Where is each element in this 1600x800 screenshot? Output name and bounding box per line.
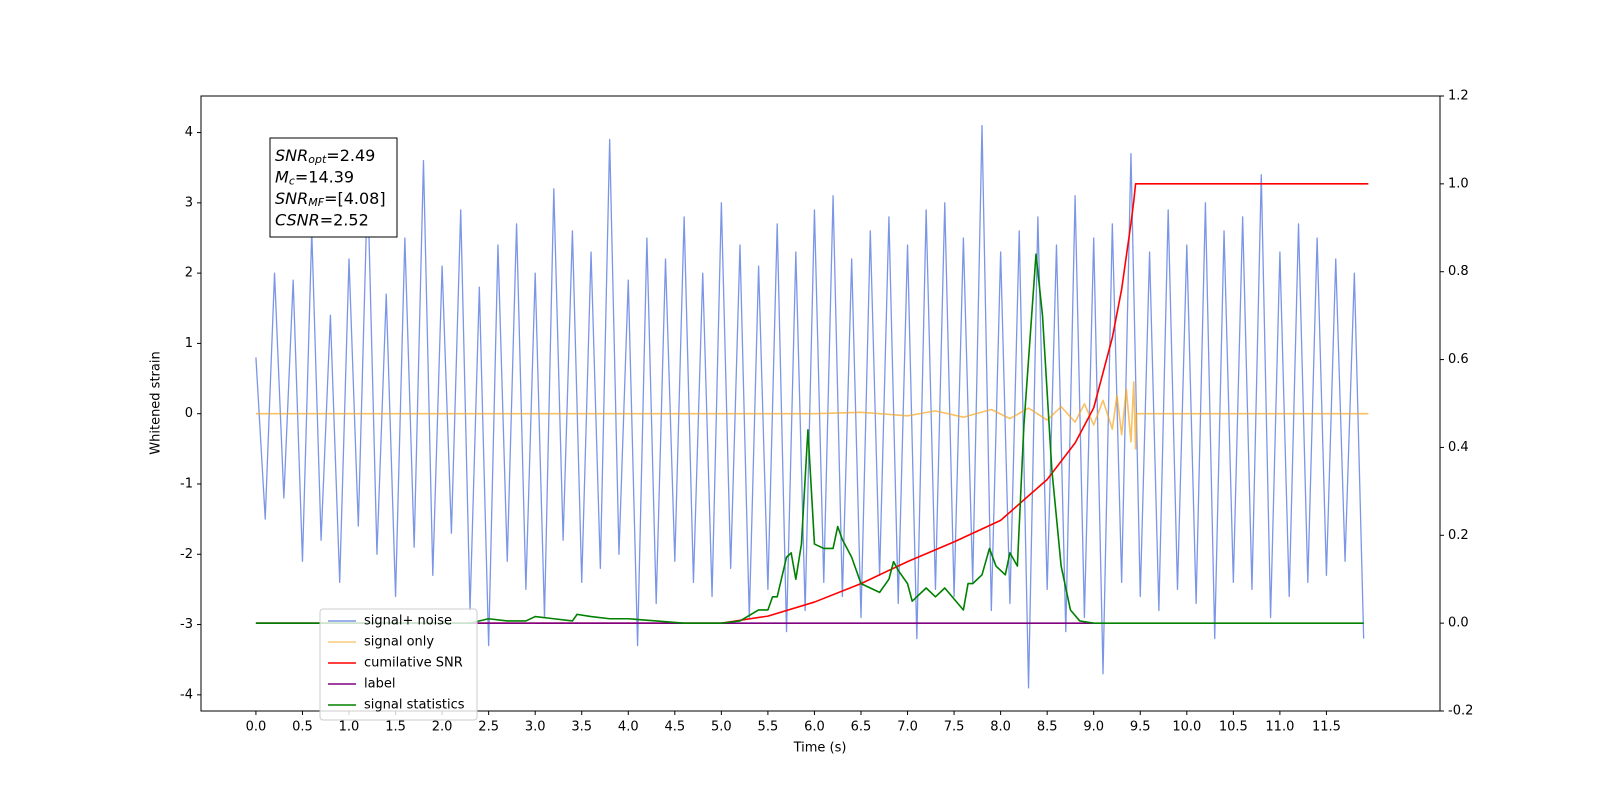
x-tick-label: 8.5 [1037, 720, 1058, 735]
annotation: SNRMF=[4.08] [275, 189, 386, 210]
y-tick-label: 4 [185, 125, 193, 140]
x-tick-label: 10.0 [1172, 720, 1201, 735]
y-axis-label: Whitened strain [149, 351, 164, 454]
annotation-symbol: M [275, 167, 289, 186]
series-line [255, 183, 1369, 624]
y2-tick-label: 0.6 [1448, 352, 1469, 367]
y2-tick-label: 0.0 [1448, 616, 1469, 631]
legend-label: signal only [364, 635, 434, 650]
y-tick-label: 1 [185, 336, 193, 351]
annotation: Mc=14.39 [275, 167, 354, 188]
x-tick-label: 5.0 [711, 720, 732, 735]
x-tick-label: 6.0 [804, 720, 825, 735]
x-tick-label: 3.0 [525, 720, 546, 735]
series-line [255, 124, 1365, 689]
legend-label: signal+ noise [364, 614, 452, 629]
y2-tick-label: -0.2 [1448, 704, 1473, 719]
annotation-box [269, 137, 398, 238]
annotation-subscript: c [289, 175, 295, 188]
annotation: SNRopt=2.49 [275, 146, 375, 167]
x-tick-label: 1.5 [385, 720, 406, 735]
y2-tick-label: 0.4 [1448, 440, 1469, 455]
x-tick-label: 11.5 [1312, 720, 1341, 735]
x-tick-label: 11.0 [1265, 720, 1294, 735]
x-tick-label: 7.5 [944, 720, 965, 735]
annotation-symbol: SNR [275, 146, 308, 165]
legend-label: label [364, 677, 395, 692]
series-line [255, 253, 1364, 624]
x-tick-label: 6.5 [851, 720, 872, 735]
y-tick-label: -2 [180, 547, 193, 562]
y2-tick-label: 1.2 [1448, 89, 1469, 104]
x-tick-label: 8.0 [990, 720, 1011, 735]
plot-frame [200, 95, 1441, 712]
x-tick-label: 3.5 [571, 720, 592, 735]
y-tick-label: 2 [185, 266, 193, 281]
x-tick-label: 7.0 [897, 720, 918, 735]
series-line [255, 381, 1369, 450]
annotation: CSNR=2.52 [275, 210, 369, 229]
y2-tick-label: 0.2 [1448, 528, 1469, 543]
legend-label: cumilative SNR [364, 656, 463, 671]
x-tick-label: 9.0 [1083, 720, 1104, 735]
annotation-value: =[4.08] [324, 189, 386, 208]
x-tick-label: 4.5 [664, 720, 685, 735]
annotation-value: =14.39 [295, 167, 354, 186]
x-axis-label: Time (s) [793, 741, 847, 756]
x-tick-label: 10.5 [1219, 720, 1248, 735]
y-tick-label: -1 [180, 476, 193, 491]
y2-tick-label: 0.8 [1448, 264, 1469, 279]
annotation-symbol: CSNR [275, 210, 320, 229]
x-tick-label: 1.0 [339, 720, 360, 735]
y2-tick-label: 1.0 [1448, 176, 1469, 191]
x-tick-label: 2.0 [432, 720, 453, 735]
x-tick-label: 5.5 [758, 720, 779, 735]
x-tick-label: 0.0 [246, 720, 267, 735]
x-tick-label: 2.5 [478, 720, 499, 735]
y-tick-label: -3 [180, 617, 193, 632]
annotation-value: =2.52 [320, 210, 369, 229]
x-tick-label: 4.0 [618, 720, 639, 735]
y-tick-label: -4 [180, 687, 193, 702]
annotation-value: =2.49 [326, 146, 375, 165]
y-tick-label: 3 [185, 195, 193, 210]
annotation-subscript: opt [308, 153, 327, 166]
annotation-subscript: MF [308, 196, 324, 209]
x-tick-label: 0.5 [292, 720, 313, 735]
legend-label: signal statistics [364, 698, 465, 713]
legend-box [319, 608, 478, 721]
annotation-symbol: SNR [275, 189, 308, 208]
y-tick-label: 0 [185, 406, 193, 421]
x-tick-label: 9.5 [1130, 720, 1151, 735]
